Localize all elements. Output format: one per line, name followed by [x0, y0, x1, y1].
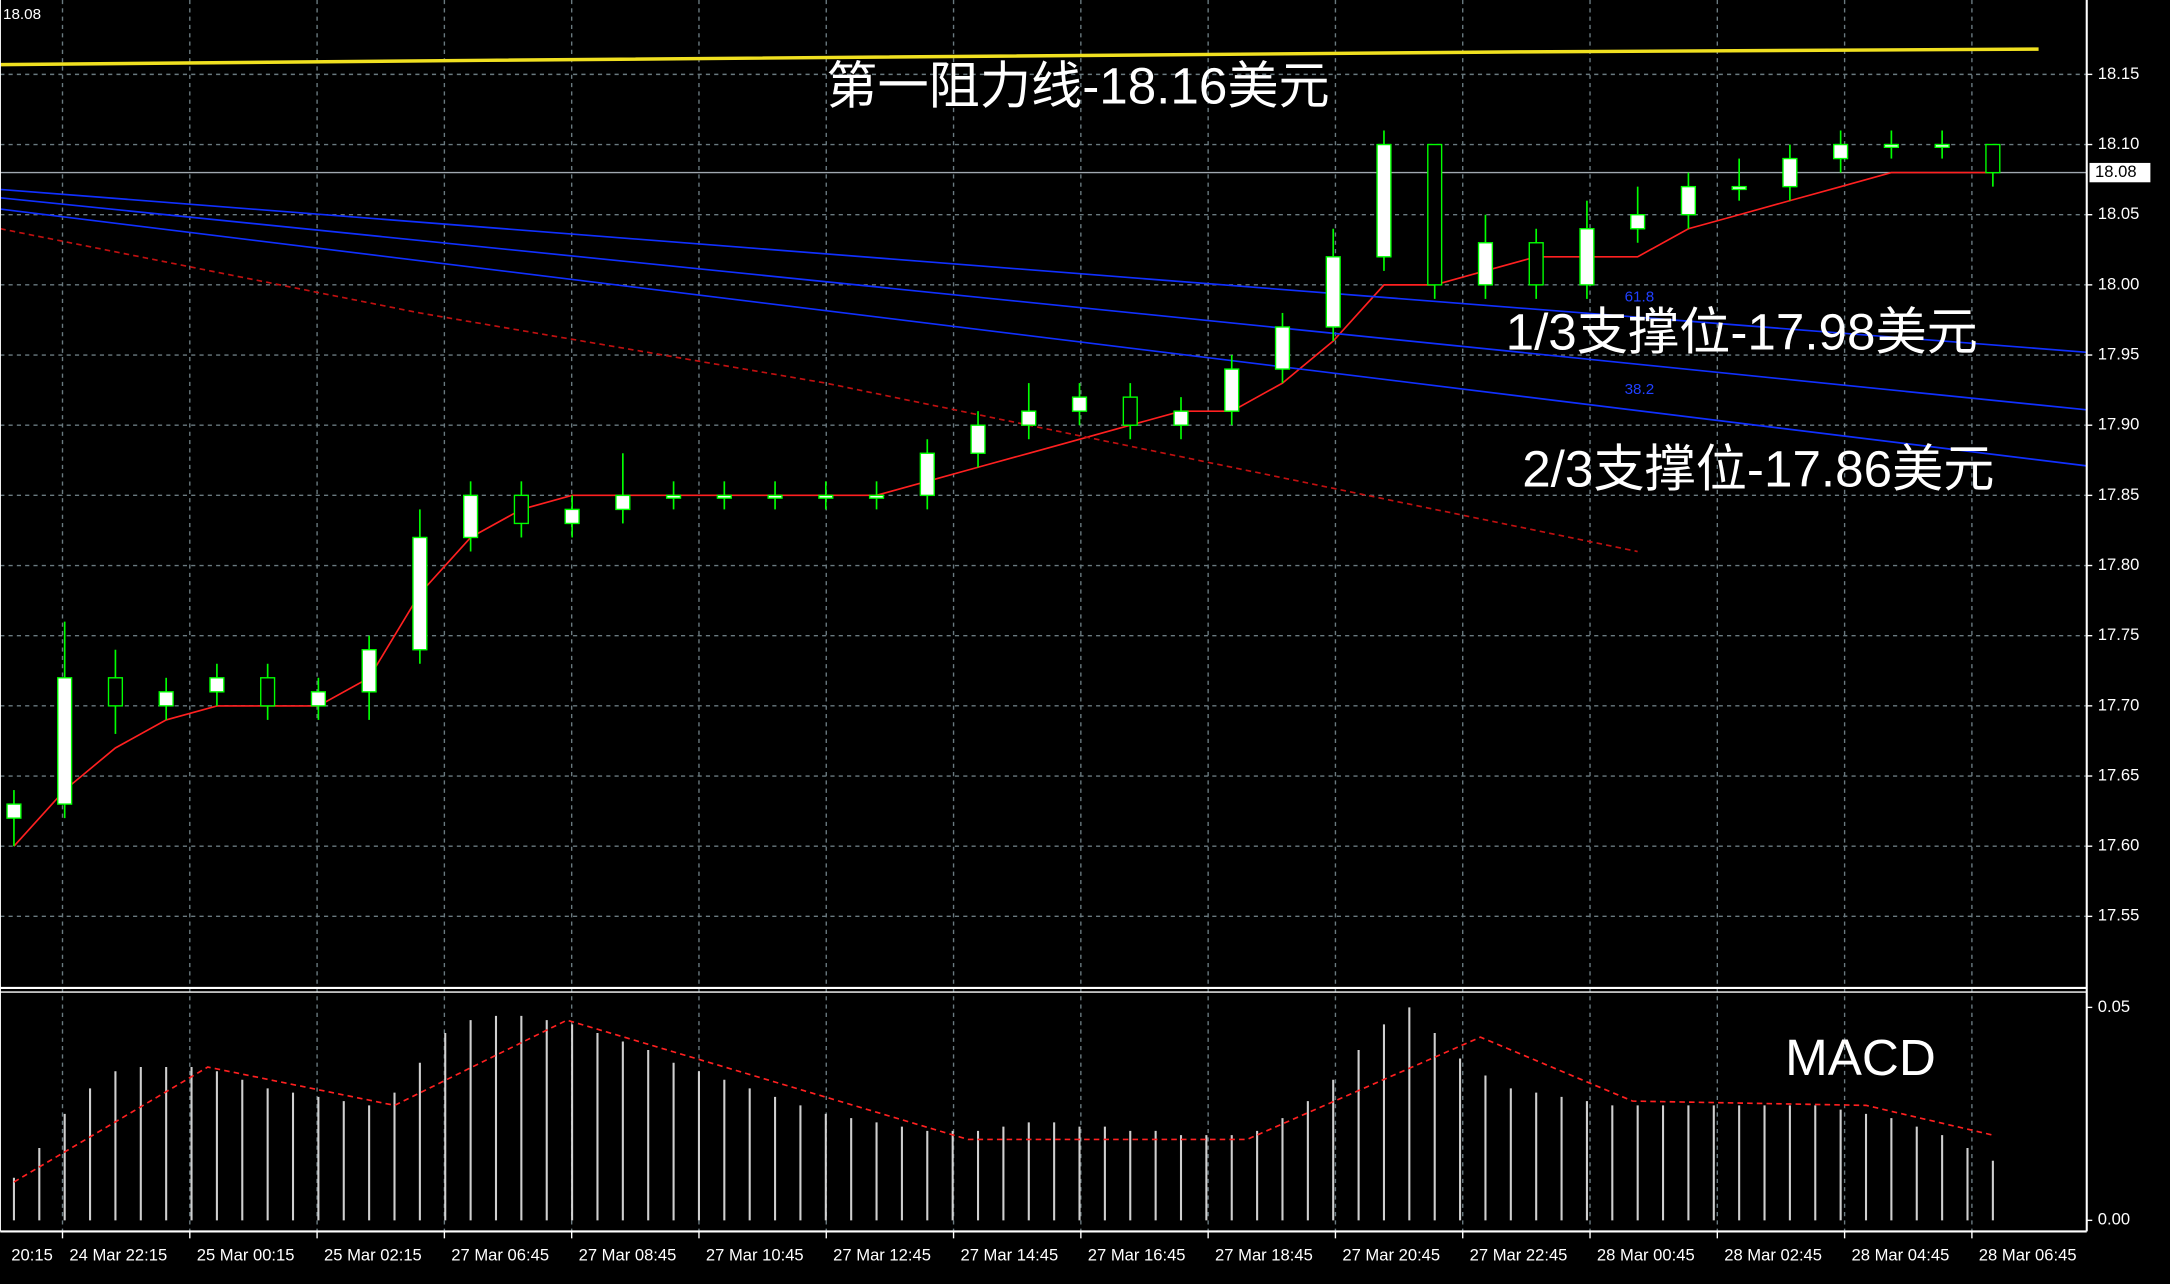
candle-body [1731, 185, 1747, 191]
y-tick-label: 18.05 [2098, 204, 2140, 223]
candle-body [1579, 228, 1595, 286]
candle-body [1934, 143, 1950, 148]
y-tick-label: 17.80 [2098, 555, 2140, 574]
line [0, 47, 2039, 67]
x-tick-label: 27 Mar 06:45 [451, 1246, 549, 1265]
candle-body [1071, 396, 1088, 412]
candle-body [615, 494, 631, 511]
y-tick-label: 17.90 [2098, 415, 2140, 434]
x-tick-label: 28 Mar 02:45 [1724, 1246, 1822, 1265]
candle-body [818, 494, 834, 499]
x-tick-label: 27 Mar 20:45 [1342, 1246, 1440, 1265]
candle-body [1528, 242, 1544, 286]
candle-body [57, 677, 73, 805]
plot [0, 47, 2087, 1221]
candle-body [970, 424, 986, 454]
annotation: 1/3支撑位-17.98美元 [1506, 304, 1978, 361]
macd-title: MACD [1785, 1029, 1936, 1086]
fib-label: 38.2 [1625, 381, 1655, 398]
line [0, 227, 1638, 553]
candle-body [919, 452, 935, 497]
candle-body [1782, 157, 1798, 188]
x-tick-label: 27 Mar 18:45 [1215, 1246, 1313, 1265]
x-tick-label: 28 Mar 00:45 [1597, 1246, 1695, 1265]
line [13, 171, 1993, 847]
candle-body [1985, 143, 2001, 174]
annotation: 2/3支撑位-17.86美元 [1522, 441, 1994, 498]
candle-body [1427, 143, 1443, 286]
candle-body [665, 494, 682, 499]
candle-body [310, 691, 327, 707]
candle-body [1630, 214, 1646, 230]
candle-body [1122, 396, 1138, 426]
current-price-label: 18.08 [2095, 162, 2137, 181]
x-tick-label: 27 Mar 12:45 [833, 1246, 931, 1265]
x-tick-label: 27 Mar 14:45 [960, 1246, 1058, 1265]
y-tick-label: 17.55 [2098, 906, 2140, 925]
y-tick-label: 17.85 [2098, 485, 2140, 504]
candle-body [513, 494, 529, 525]
y-tick-label: 17.75 [2098, 625, 2140, 644]
x-tick-label: 28 Mar 06:45 [1979, 1246, 2077, 1265]
x-tick-label: 25 Mar 00:15 [197, 1246, 295, 1265]
candle-body [1325, 256, 1341, 328]
x-tick-label: 27 Mar 08:45 [579, 1246, 677, 1265]
x-tick-label: 20:15 [11, 1246, 53, 1265]
fib-label: 61.8 [1625, 288, 1655, 305]
candle-body [564, 508, 580, 525]
candle-body [1477, 242, 1494, 286]
y-tick-label: 0.05 [2098, 997, 2130, 1016]
candle-body [158, 691, 174, 707]
current-price-box [2089, 162, 2151, 183]
candle-body [1833, 143, 1849, 160]
grid [0, 0, 2087, 1232]
x-tick-label: 27 Mar 22:45 [1470, 1246, 1568, 1265]
candle-body [868, 494, 885, 499]
candle-body [716, 494, 732, 499]
x-tick-label: 25 Mar 02:15 [324, 1246, 422, 1265]
candle-body [107, 677, 124, 707]
line [0, 197, 2087, 411]
candle-body [767, 494, 783, 499]
y-tick-label: 18.10 [2098, 134, 2140, 153]
candle-body [1274, 326, 1291, 370]
candle-body [1224, 368, 1240, 412]
candle-body [1173, 410, 1189, 426]
annotation: 第一阻力线-18.16美元 [826, 57, 1329, 114]
y-tick-label: 17.70 [2098, 695, 2140, 714]
candle-body [1680, 185, 1697, 216]
candle-body [6, 803, 22, 819]
candle-body [1376, 143, 1392, 258]
candle-body [209, 677, 225, 693]
price-corner-label: 18.08 [3, 6, 41, 23]
x-tick-label: 27 Mar 16:45 [1088, 1246, 1186, 1265]
y-tick-label: 18.15 [2098, 64, 2140, 83]
candle-body [412, 536, 428, 651]
candle-body [1883, 143, 1899, 148]
y-tick-label: 17.95 [2098, 344, 2140, 363]
x-tick-label: 28 Mar 04:45 [1852, 1246, 1950, 1265]
line [0, 208, 2087, 467]
y-tick-label: 0.00 [2098, 1210, 2130, 1229]
x-tick-label: 24 Mar 22:15 [69, 1246, 167, 1265]
candle-body [1021, 410, 1037, 426]
candle-body [463, 494, 479, 539]
x-tick-label: 27 Mar 10:45 [706, 1246, 804, 1265]
line [0, 188, 2087, 354]
line [13, 1019, 1994, 1183]
y-tick-label: 17.60 [2098, 836, 2140, 855]
candle-body [361, 649, 377, 693]
y-tick-label: 18.00 [2098, 274, 2140, 293]
candle-body [260, 677, 276, 707]
y-tick-label: 17.65 [2098, 765, 2140, 784]
